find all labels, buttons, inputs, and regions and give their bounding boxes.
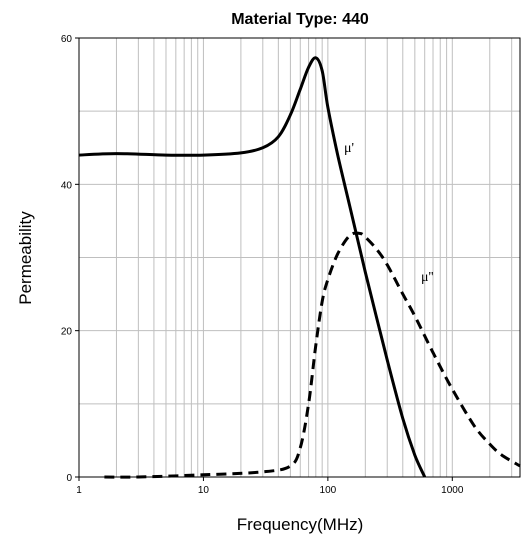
y-tick-label: 0 bbox=[66, 473, 72, 484]
series-line-mu-prime bbox=[78, 56, 427, 478]
y-axis-ticks: 0 20 40 60 bbox=[61, 34, 79, 484]
plot-frame bbox=[78, 37, 521, 478]
x-tick-label: 1000 bbox=[441, 485, 464, 496]
y-tick-label: 40 bbox=[61, 180, 73, 191]
y-tick-label: 60 bbox=[61, 34, 73, 45]
grid bbox=[79, 38, 520, 477]
x-tick-label: 1 bbox=[76, 485, 82, 496]
y-axis-label: Permeability bbox=[16, 211, 35, 305]
x-axis-label: Frequency(MHz) bbox=[237, 515, 364, 534]
series-label-mu-prime: μ' bbox=[344, 141, 354, 156]
series-curves bbox=[78, 56, 521, 479]
series-line-mu-double-prime bbox=[104, 231, 521, 479]
x-tick-label: 10 bbox=[198, 485, 210, 496]
y-tick-label: 20 bbox=[61, 327, 73, 338]
series-label-mu-double-prime: μ'' bbox=[421, 270, 434, 285]
x-tick-label: 100 bbox=[320, 485, 337, 496]
x-axis-ticks: 1 10 100 1000 bbox=[76, 477, 464, 496]
chart-title: Material Type: 440 bbox=[231, 11, 369, 28]
